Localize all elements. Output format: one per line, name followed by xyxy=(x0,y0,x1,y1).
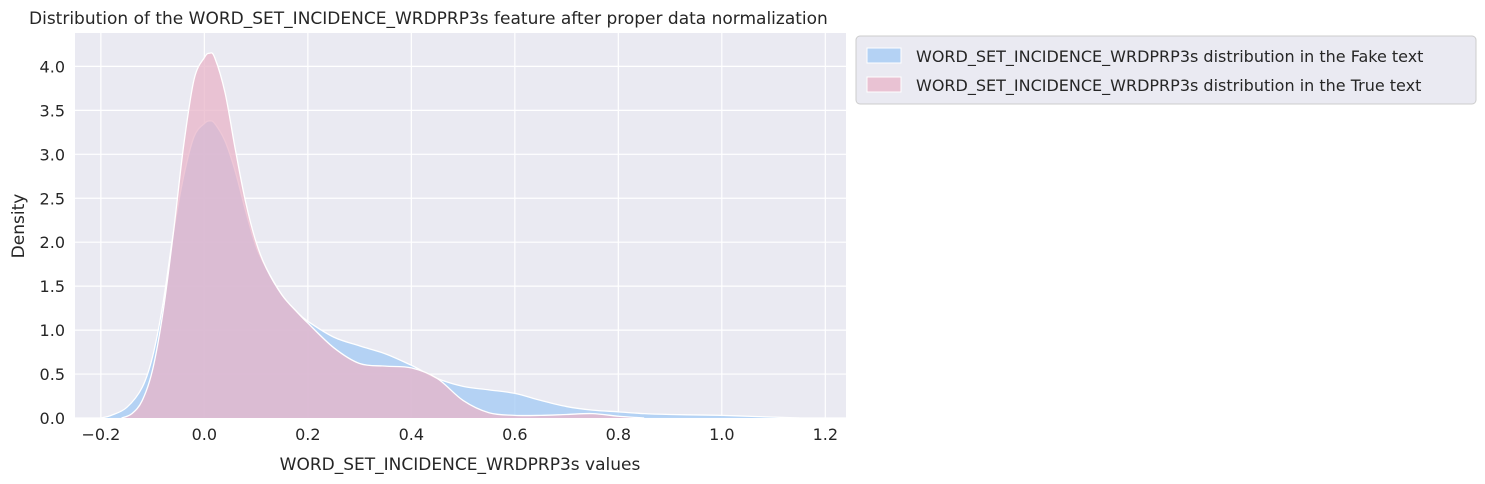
y-tick-label: 1.5 xyxy=(40,277,65,296)
density-curve-true xyxy=(121,52,645,419)
y-tick-label: 3.5 xyxy=(40,101,65,120)
x-tick-label: 1.0 xyxy=(709,425,734,444)
legend-frame xyxy=(855,35,1477,105)
legend-label-true: WORD_SET_INCIDENCE_WRDPRP3s distribution… xyxy=(916,76,1421,96)
y-tick-label: 2.5 xyxy=(40,189,65,208)
legend: WORD_SET_INCIDENCE_WRDPRP3s distribution… xyxy=(855,35,1477,105)
x-tick-label: −0.2 xyxy=(81,425,120,444)
x-tick-label: 0.6 xyxy=(502,425,527,444)
legend-swatch-fake xyxy=(866,47,902,64)
y-axis-label: Density xyxy=(9,194,29,259)
x-tick-label: 0.2 xyxy=(295,425,320,444)
y-tick-label: 0.5 xyxy=(40,365,65,384)
x-tick-label: 0.8 xyxy=(606,425,631,444)
y-tick-label: 1.0 xyxy=(40,321,65,340)
legend-label-fake: WORD_SET_INCIDENCE_WRDPRP3s distribution… xyxy=(916,47,1423,67)
y-tick-label: 3.0 xyxy=(40,145,65,164)
y-tick-label: 2.0 xyxy=(40,233,65,252)
legend-swatch-true xyxy=(866,76,902,93)
density-area-true xyxy=(121,52,645,418)
x-axis-label: WORD_SET_INCIDENCE_WRDPRP3s values xyxy=(280,455,641,475)
x-tick-label: 0.0 xyxy=(192,425,217,444)
x-tick-label: 0.4 xyxy=(399,425,424,444)
series-layer xyxy=(100,52,800,419)
x-tick-label: 1.2 xyxy=(813,425,838,444)
chart-title: Distribution of the WORD_SET_INCIDENCE_W… xyxy=(29,9,828,29)
tick-labels: −0.2 0.0 0.2 0.4 0.6 0.8 1.0 1.2 0.0 0.5 1.0 1.5 2.0… xyxy=(40,57,838,444)
y-tick-label: 4.0 xyxy=(40,57,65,76)
y-tick-label: 0.0 xyxy=(40,409,65,428)
